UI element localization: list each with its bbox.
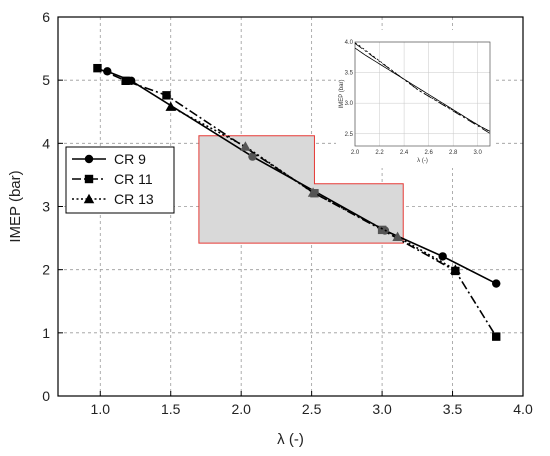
inset-series-line (355, 43, 490, 134)
inset-x-tick-label: 2.0 (351, 150, 360, 156)
inset-curves (355, 42, 490, 134)
data-point (450, 264, 461, 274)
inset-x-tick-label: 2.6 (424, 150, 433, 156)
data-point (93, 63, 102, 73)
y-axis-label: IMEP (bar) (7, 170, 24, 242)
inset-x-axis-label: λ (-) (417, 158, 428, 164)
y-tick-label: 0 (42, 388, 50, 404)
data-point (165, 101, 176, 111)
legend-marker (84, 154, 94, 164)
axis-ticks: 1.0 1.5 2.0 2.5 3.0 3.5 4.0 0 1 2 3 4 5 6 (42, 9, 533, 417)
series-layer (93, 63, 501, 341)
inset-y-axis-label: IMEP (bar) (339, 80, 345, 109)
y-tick-label: 4 (42, 135, 50, 151)
inset-y-tick-label: 4.0 (345, 40, 354, 46)
x-tick-label: 1.5 (161, 401, 181, 417)
y-tick-label: 6 (42, 9, 50, 25)
data-point (248, 152, 257, 161)
x-tick-label: 2.5 (302, 401, 322, 417)
x-tick-label: 4.0 (513, 401, 533, 417)
data-point (492, 279, 501, 288)
data-point (307, 187, 319, 197)
data-point (377, 225, 387, 235)
inset-y-tick-label: 3.5 (345, 71, 354, 77)
x-tick-label: 1.0 (91, 401, 111, 417)
inset-x-tick-label: 2.4 (400, 150, 409, 156)
legend-marker (83, 193, 95, 204)
data-point (492, 332, 501, 341)
legend-box (65, 146, 175, 214)
legend-label: CR 11 (114, 171, 153, 187)
x-tick-label: 2.0 (231, 401, 251, 417)
inset-frame (354, 41, 491, 147)
inset-series-line (355, 42, 490, 133)
legend-item: CR 13 (72, 191, 154, 207)
inset-y-tick-label: 3.0 (345, 101, 354, 107)
x-tick-label: 3.5 (443, 401, 463, 417)
data-point (438, 252, 447, 261)
inset-chart: 2.0 2.2 2.4 2.6 2.8 3.0 2.5 3.0 3.5 4.0 λ (-) IMEP … (336, 30, 496, 168)
legend-item: CR 9 (72, 151, 146, 167)
y-tick-label: 5 (42, 72, 50, 88)
data-point (162, 91, 171, 100)
legend: CR 9 CR 11 CR 13 (65, 146, 175, 214)
inset-x-tick-label: 2.2 (375, 150, 384, 156)
x-axis-label: λ (-) (277, 431, 304, 448)
inset-y-tick-label: 2.5 (345, 132, 354, 138)
data-point (392, 231, 403, 242)
inset-x-tick-label: 3.0 (474, 150, 483, 156)
legend-label: CR 9 (114, 151, 146, 167)
inset-x-tick-label: 2.8 (449, 150, 458, 156)
y-tick-label: 2 (42, 262, 50, 278)
y-tick-label: 1 (42, 325, 50, 341)
series-cr-13 (165, 101, 461, 274)
data-point (121, 76, 130, 85)
x-tick-label: 3.0 (372, 401, 392, 417)
legend-marker (84, 174, 94, 184)
series-line (170, 105, 456, 271)
highlight-region (198, 135, 404, 244)
y-tick-label: 3 (42, 199, 50, 215)
legend-item: CR 11 (72, 171, 153, 187)
data-point (240, 141, 251, 151)
inset-background (336, 30, 496, 168)
legend-label: CR 13 (114, 191, 154, 207)
